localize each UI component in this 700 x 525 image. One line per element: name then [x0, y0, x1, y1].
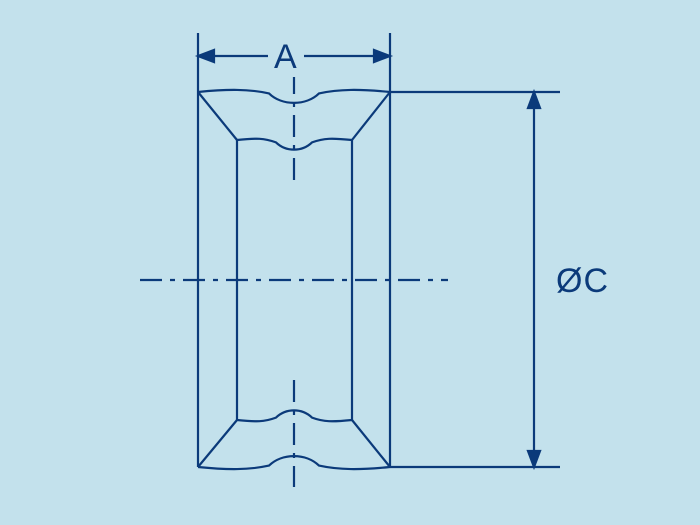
dimension-label-c: ØC — [552, 260, 613, 303]
technical-drawing: A ØC — [0, 0, 700, 525]
dimension-label-a: A — [268, 38, 304, 77]
